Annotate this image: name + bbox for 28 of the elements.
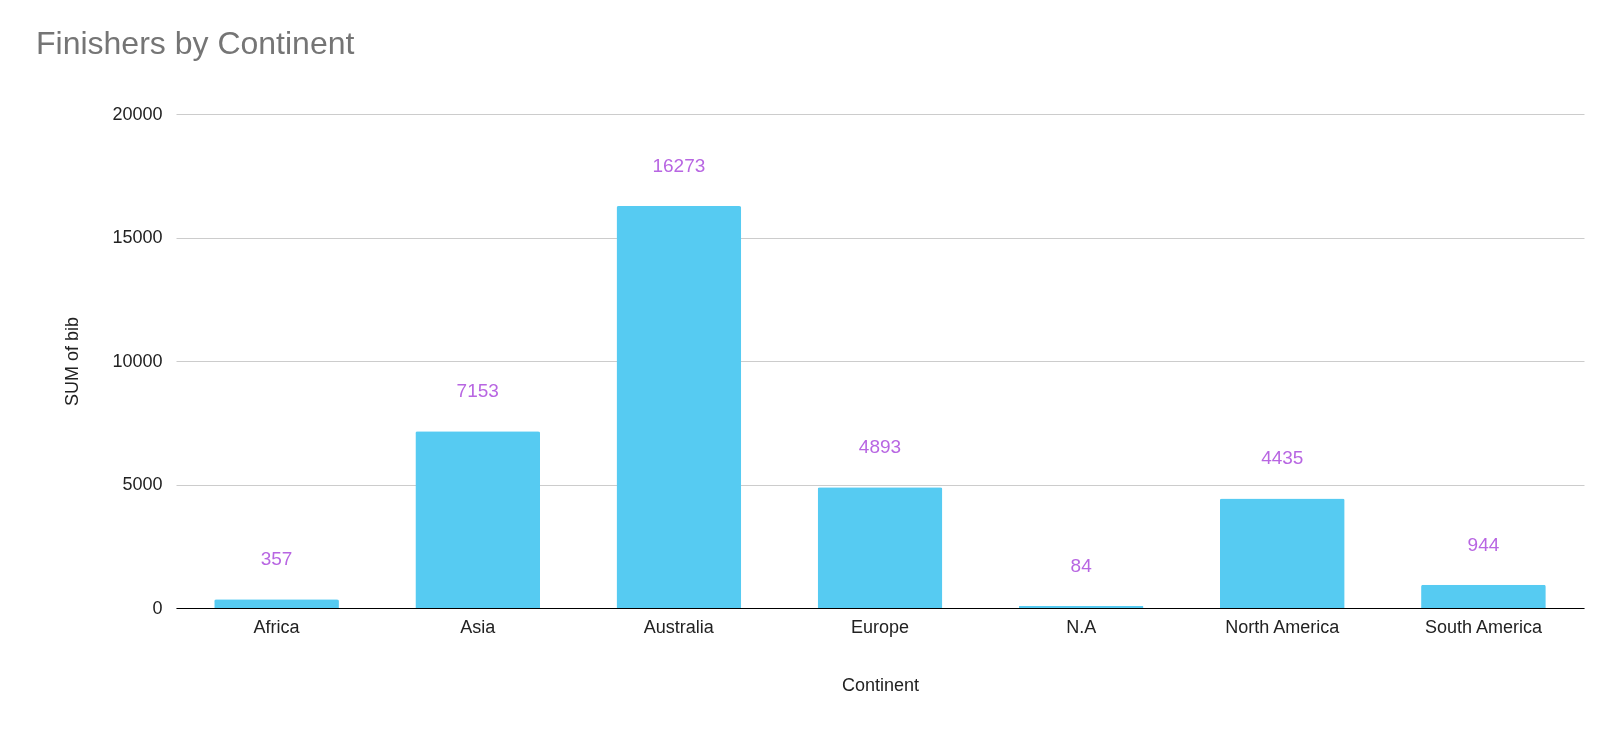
data-label: 4893 (858, 436, 902, 458)
data-label: 357 (260, 548, 293, 570)
y-tick-label: 5000 (122, 474, 163, 494)
y-tick-label: 0 (152, 597, 163, 618)
x-tick-label: Asia (460, 616, 497, 637)
bar (817, 487, 943, 608)
chart-title: Finishers by Continent (36, 25, 355, 61)
data-label: 944 (1467, 533, 1500, 555)
x-tick-label: North America (1225, 616, 1341, 637)
x-tick-label: Australia (643, 616, 715, 637)
data-label: 16273 (652, 155, 706, 177)
data-label: 4435 (1261, 447, 1304, 469)
x-tick-label: Africa (253, 616, 301, 637)
x-axis-title: Continent (841, 674, 920, 695)
bar (415, 431, 541, 608)
y-axis-title: SUM of bib (62, 316, 83, 407)
y-tick-label: 20000 (112, 103, 163, 124)
y-tick-label: 10000 (112, 350, 163, 371)
x-tick-label: Europe (850, 616, 910, 637)
bar (1018, 605, 1144, 608)
data-label: 84 (1070, 554, 1093, 576)
bar (1219, 498, 1345, 608)
y-tick-label: 15000 (112, 227, 163, 247)
data-label: 7153 (456, 380, 499, 402)
x-tick-label: N.A (1066, 616, 1097, 637)
bar (1421, 584, 1546, 608)
bar (616, 206, 742, 608)
x-tick-label: South America (1424, 616, 1543, 637)
